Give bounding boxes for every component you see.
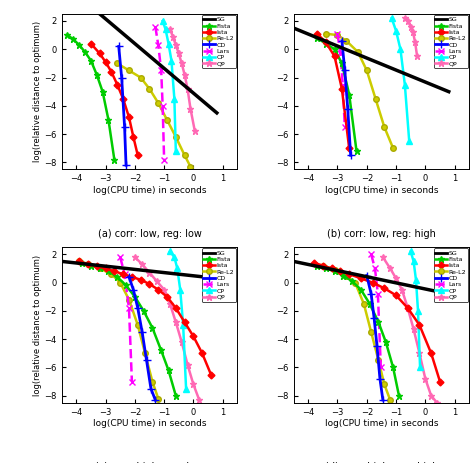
X-axis label: log(CPU time) in seconds: log(CPU time) in seconds [93,186,206,195]
Legend: SG, Fista, Ista, Re-L2, CD, Lars, CP, QP: SG, Fista, Ista, Re-L2, CD, Lars, CP, QP [434,249,468,302]
X-axis label: log(CPU time) in seconds: log(CPU time) in seconds [325,419,438,428]
Text: (a) corr: low, reg: low: (a) corr: low, reg: low [98,229,201,238]
X-axis label: log(CPU time) in seconds: log(CPU time) in seconds [93,419,206,428]
Legend: SG, Fista, Ista, Re-L2, CD, Lars, CP, QP: SG, Fista, Ista, Re-L2, CD, Lars, CP, QP [434,15,468,69]
Legend: SG, Fista, Ista, Re-L2, CD, Lars, CP, QP: SG, Fista, Ista, Re-L2, CD, Lars, CP, QP [201,15,236,69]
X-axis label: log(CPU time) in seconds: log(CPU time) in seconds [325,186,438,195]
Legend: SG, Fista, Ista, Re-L2, CD, Lars, CP, QP: SG, Fista, Ista, Re-L2, CD, Lars, CP, QP [201,249,236,302]
Y-axis label: log(relative distance to optimum): log(relative distance to optimum) [33,21,42,162]
Text: (d) corr: high, reg: high: (d) corr: high, reg: high [325,462,438,463]
Y-axis label: log(relative distance to optimum): log(relative distance to optimum) [33,255,42,395]
Text: (c) corr: high, reg: low: (c) corr: high, reg: low [95,462,203,463]
Text: (b) corr: low, reg: high: (b) corr: low, reg: high [327,229,436,238]
